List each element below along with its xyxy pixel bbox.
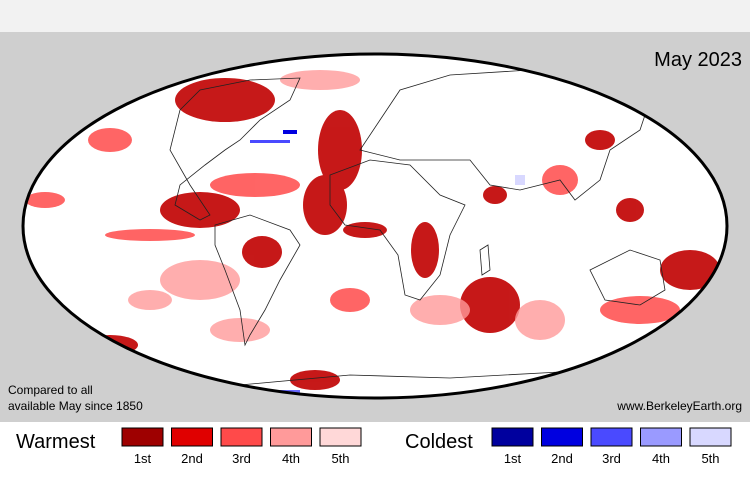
legend-label: 3rd bbox=[602, 451, 621, 466]
map-title: May 2023 bbox=[654, 49, 742, 71]
legend-swatch bbox=[689, 427, 732, 447]
note-line: available May since 1850 bbox=[8, 399, 143, 413]
legend-swatch bbox=[590, 427, 633, 447]
note-line: Compared to all bbox=[8, 383, 93, 397]
source: www.BerkeleyEarth.org bbox=[616, 399, 742, 413]
legend-label: 4th bbox=[652, 451, 670, 466]
legend-swatch bbox=[640, 427, 682, 447]
legend-label: 2nd bbox=[181, 451, 203, 466]
legend-label: 4th bbox=[282, 451, 300, 466]
legend-label: 1st bbox=[504, 451, 522, 466]
legend-title: Warmest bbox=[16, 431, 96, 453]
legend-swatch bbox=[319, 427, 362, 447]
top-strip bbox=[0, 0, 750, 32]
legend-swatch bbox=[270, 427, 312, 447]
globe-border bbox=[21, 52, 729, 400]
legend-swatch bbox=[541, 427, 583, 447]
legend-label: 3rd bbox=[232, 451, 251, 466]
legend-swatch bbox=[121, 427, 164, 447]
anomaly-field bbox=[25, 69, 720, 398]
legend-swatch bbox=[491, 427, 534, 447]
legend-label: 5th bbox=[701, 451, 719, 466]
legend-title: Coldest bbox=[405, 431, 473, 453]
legend: 1st 2nd 3rd 4th 5th 1st 2nd 3rd 4th 5th bbox=[121, 427, 732, 466]
legend-swatch bbox=[171, 427, 213, 447]
legend-label: 2nd bbox=[551, 451, 573, 466]
legend-swatch bbox=[220, 427, 263, 447]
legend-label: 1st bbox=[134, 451, 152, 466]
legend-label: 5th bbox=[331, 451, 349, 466]
